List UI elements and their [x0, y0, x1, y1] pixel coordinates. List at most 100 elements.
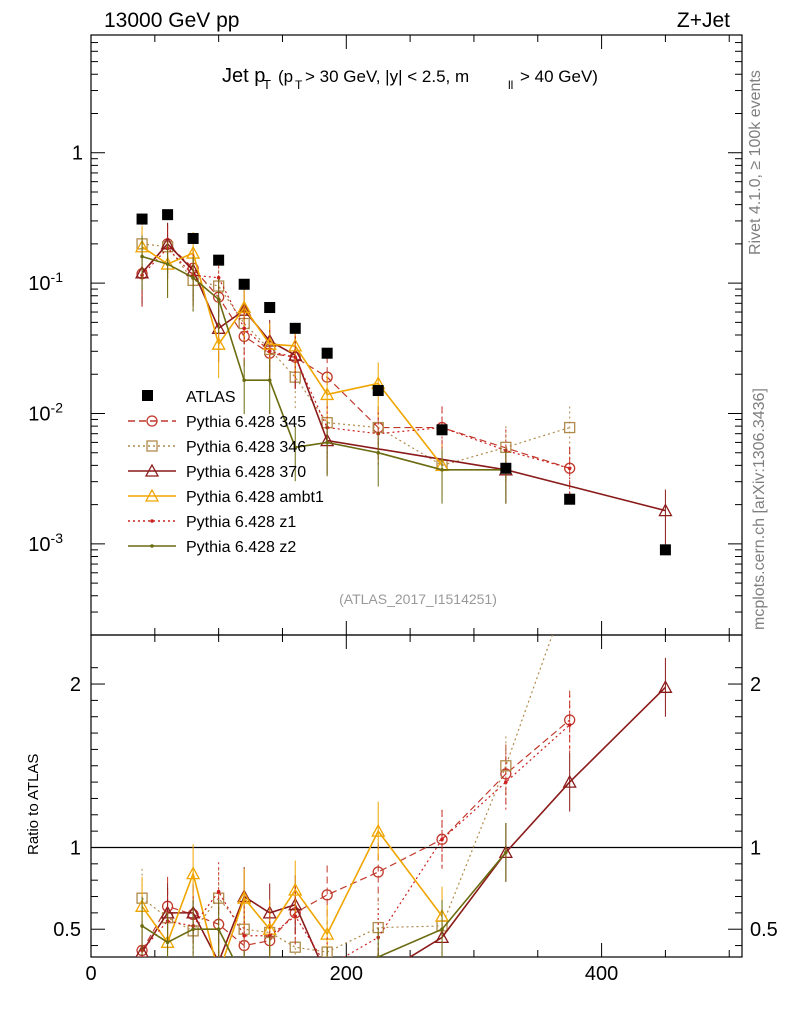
- ratio-point: [436, 833, 448, 845]
- main-series-1: [136, 222, 576, 503]
- main-point: [325, 440, 329, 445]
- ratio-point: [500, 760, 512, 772]
- main-point: [165, 262, 170, 266]
- main-point: [140, 254, 144, 259]
- title-cond-b: T: [295, 78, 303, 92]
- main-series-group: [134, 209, 673, 556]
- title-main: Jet p: [222, 65, 265, 87]
- ratio-tick-label: 0.5: [53, 919, 81, 941]
- main-point: [242, 378, 246, 383]
- ratio-point: [293, 990, 297, 994]
- legend-label: Pythia 6.428 ambt1: [186, 489, 324, 506]
- main-point: [288, 338, 303, 352]
- ratio-series-line: [141, 851, 507, 957]
- ratio-series-line: [141, 724, 571, 957]
- main-point: [191, 275, 195, 280]
- ratio-series-2: [136, 635, 553, 957]
- ratio-series-5: [140, 695, 572, 957]
- main-point: [293, 355, 298, 360]
- ratio-point: [372, 866, 384, 878]
- atlas-data-point: [372, 385, 384, 397]
- legend-label: Pythia 6.428 370: [186, 464, 306, 481]
- legend-label: Pythia 6.428 z1: [186, 514, 296, 531]
- atlas-data-point: [264, 302, 276, 314]
- main-point: [440, 467, 444, 472]
- main-point: [293, 445, 298, 450]
- ratio-point: [242, 933, 246, 938]
- main-series-5: [140, 227, 572, 503]
- legend-marker: [146, 440, 158, 452]
- main-point: [320, 387, 335, 401]
- main-point: [267, 349, 272, 354]
- main-series-line: [141, 246, 443, 466]
- ratio-point: [440, 927, 444, 932]
- ratio-point: [216, 889, 221, 894]
- ratio-tick-label-right: 1: [750, 837, 761, 859]
- x-tick-label: 400: [585, 963, 618, 985]
- ratio-point: [325, 975, 329, 979]
- ratio-point: [504, 780, 508, 784]
- ratio-point: [242, 978, 246, 982]
- axes: 0 200 400 10-3 10-2 10-1 1 0.5 0.5 1 1 2 2: [28, 34, 778, 985]
- legend-marker: [144, 463, 160, 477]
- title-cond-d: ll: [508, 78, 513, 92]
- y-tick-label: 10-1: [28, 269, 63, 295]
- ratio-series-4: [134, 801, 450, 978]
- ratio-tick-label: 1: [70, 837, 81, 859]
- atlas-data-point: [187, 232, 199, 244]
- atlas-data-point: [136, 213, 148, 225]
- legend-marker: [150, 544, 154, 548]
- rivet-note: Rivet 4.1.0, ≥ 100k events: [747, 70, 764, 255]
- title-cond-c: > 30 GeV, |y| < 2.5, m: [305, 67, 469, 86]
- ratio-point: [440, 837, 444, 842]
- ratio-series-line: [141, 635, 553, 953]
- ratio-point: [213, 967, 225, 978]
- atlas-data-point: [162, 209, 174, 221]
- main-point: [216, 275, 221, 280]
- ratio-point: [288, 882, 303, 896]
- ratio-point: [293, 914, 298, 918]
- atlas-data-point: [436, 424, 448, 436]
- ratio-point: [165, 940, 170, 945]
- main-point: [216, 297, 221, 302]
- ratio-point: [371, 823, 386, 837]
- atlas-points: [136, 209, 671, 556]
- main-clip-group: [134, 222, 673, 545]
- legend-label: Pythia 6.428 345: [186, 414, 306, 431]
- ratio-tick-label: 2: [70, 674, 81, 696]
- ratio-point: [216, 927, 221, 932]
- main-point: [564, 421, 576, 434]
- ratio-point: [567, 723, 572, 727]
- ratio-point: [268, 963, 272, 967]
- atlas-data-point: [659, 544, 671, 556]
- ratio-point: [186, 866, 201, 880]
- title-cond-e: > 40 GeV): [520, 67, 598, 86]
- main-series-line: [141, 247, 570, 469]
- ratio-point: [321, 889, 333, 901]
- process-label: Z+Jet: [677, 9, 730, 32]
- atlas-data-point: [213, 254, 225, 266]
- main-point: [267, 378, 272, 383]
- atlas-data-point: [564, 493, 576, 505]
- legend-marker: [150, 519, 154, 523]
- ratio-tick-label-right: 0.5: [750, 919, 778, 941]
- ratio-point: [504, 850, 508, 855]
- legend-marker: [146, 415, 158, 427]
- main-point: [376, 450, 381, 455]
- y-tick-label: 10-2: [28, 399, 63, 425]
- atlas-data-point: [500, 462, 512, 474]
- ratio-series-line: [141, 829, 443, 957]
- legend-marker: [144, 488, 160, 502]
- ratio-ylabel: Ratio to ATLAS: [25, 754, 42, 855]
- x-tick-label: 0: [85, 963, 96, 985]
- ratio-point: [562, 774, 577, 788]
- atlas-data-point: [238, 278, 250, 290]
- legend-atlas-label: ATLAS: [186, 389, 236, 406]
- ratio-point: [372, 971, 384, 982]
- ratio-clip-group: [134, 635, 673, 994]
- main-point: [211, 336, 226, 350]
- ratio-tick-label-right: 2: [750, 674, 761, 696]
- ratio-point: [191, 927, 195, 932]
- ratio-point: [140, 924, 144, 928]
